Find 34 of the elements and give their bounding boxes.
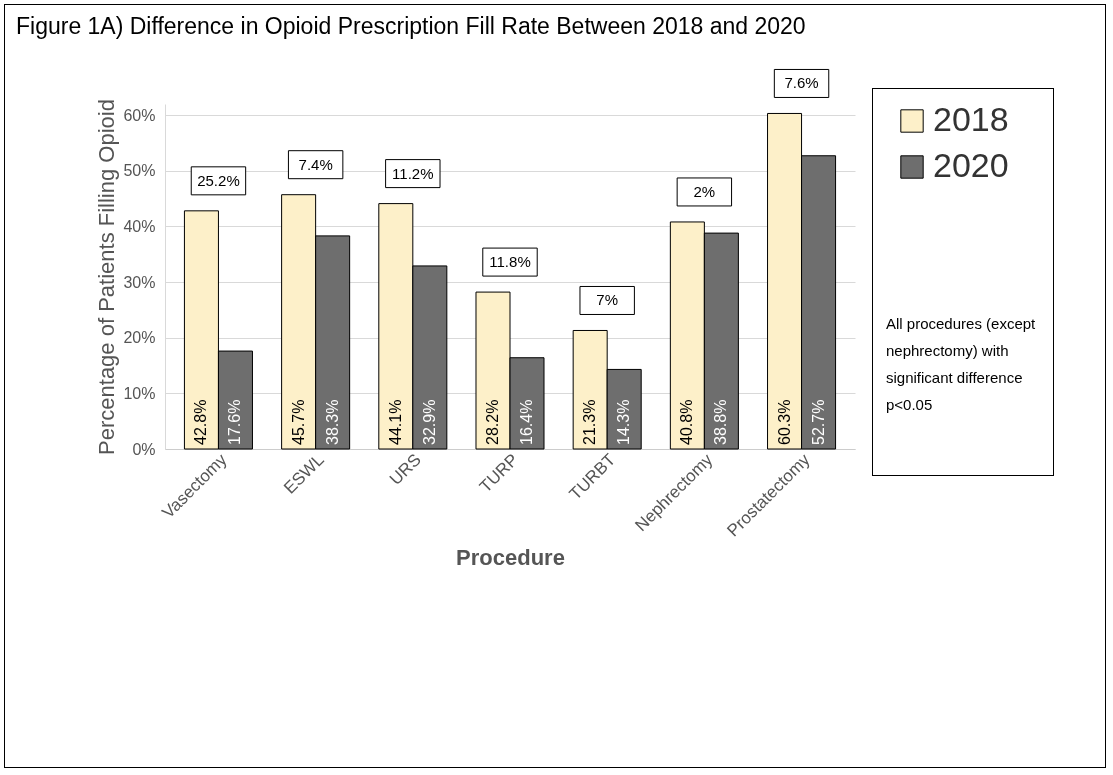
legend-label: 2018	[933, 100, 1009, 138]
data-label: 38.3%	[323, 399, 341, 445]
annotation: 7.6%	[784, 74, 819, 92]
y-tick-label: 20%	[123, 329, 156, 347]
data-label: 42.8%	[192, 399, 210, 445]
data-label: 21.3%	[581, 399, 599, 445]
y-tick-label: 0%	[132, 440, 156, 458]
data-label: 28.2%	[483, 399, 501, 445]
text: All procedures (except nephrectomy) with significant difference p<0.05	[886, 314, 1037, 415]
data-label: 44.1%	[386, 399, 404, 445]
data-label: 16.4%	[518, 399, 536, 445]
data-label: 32.9%	[420, 399, 438, 445]
y-tick-label: 50%	[123, 162, 156, 180]
y-tick-label: 30%	[123, 273, 156, 291]
annotation: 7.4%	[298, 155, 333, 173]
x-axis-title: Procedure	[456, 544, 565, 570]
data-label: 52.7%	[809, 399, 827, 445]
y-axis-title: Percentage of Patients Filling Opioid	[94, 99, 120, 455]
legend-label: 2020	[933, 146, 1009, 184]
y-tick-label: 10%	[123, 384, 156, 402]
annotation: 2%	[693, 182, 716, 200]
data-label: 40.8%	[678, 399, 696, 445]
y-tick-label: 40%	[123, 217, 156, 235]
data-label: 14.3%	[615, 399, 633, 445]
annotation: 7%	[596, 291, 619, 309]
data-label: 38.8%	[712, 399, 730, 445]
y-tick-label: 60%	[123, 106, 156, 124]
data-label: 45.7%	[289, 399, 307, 445]
annotation: 11.2%	[392, 164, 434, 182]
data-label: 17.6%	[226, 399, 244, 445]
data-label: 60.3%	[775, 399, 793, 445]
annotation: 25.2%	[197, 171, 240, 189]
annotation: 11.8%	[489, 253, 531, 271]
chart-title: Figure 1A) Difference in Opioid Prescription Fill Rate Between 2018 and 2020	[15, 12, 806, 39]
